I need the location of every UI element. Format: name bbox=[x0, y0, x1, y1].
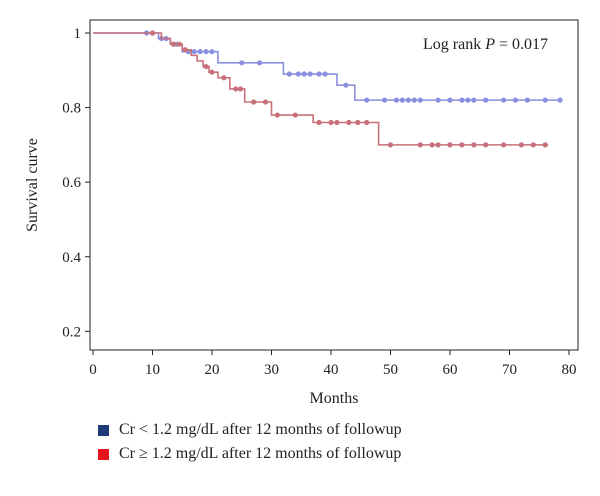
censor-point bbox=[512, 97, 519, 103]
censor-point bbox=[295, 71, 301, 77]
x-tick-label: 80 bbox=[562, 362, 577, 378]
censor-point bbox=[381, 97, 388, 103]
x-tick-label: 40 bbox=[324, 362, 339, 378]
series-line bbox=[93, 32, 561, 101]
censor-point bbox=[149, 30, 156, 36]
x-axis-label: Months bbox=[310, 390, 359, 407]
censor-point bbox=[471, 142, 477, 148]
censor-point bbox=[274, 112, 281, 118]
log-rank-annotation: Log rank P = 0.017 bbox=[423, 36, 548, 53]
censor-point bbox=[483, 97, 489, 103]
x-tick-label: 50 bbox=[383, 362, 398, 378]
censor-point bbox=[221, 75, 227, 81]
log-rank-prefix: Log rank bbox=[423, 36, 485, 53]
legend-label-low-cr: Cr < 1.2 mg/dL after 12 months of follow… bbox=[119, 421, 402, 438]
censor-point bbox=[435, 142, 441, 148]
y-tick-label: 0.2 bbox=[62, 324, 81, 340]
censor-point bbox=[343, 82, 349, 88]
censor-point bbox=[399, 97, 406, 103]
censor-point bbox=[459, 97, 465, 103]
censor-point bbox=[411, 97, 417, 103]
x-axis: 0 10 20 30 40 50 60 70 80 bbox=[89, 350, 577, 378]
y-tick-label: 0.6 bbox=[62, 175, 81, 191]
censor-point bbox=[334, 119, 340, 126]
censor-point bbox=[417, 142, 423, 148]
censor-point bbox=[316, 119, 322, 126]
censor-point bbox=[346, 119, 352, 126]
y-axis: 0.2 0.4 0.6 0.8 1 bbox=[62, 26, 90, 340]
censor-point bbox=[182, 47, 188, 53]
censor-point bbox=[393, 97, 400, 103]
censor-point bbox=[364, 119, 370, 126]
censor-point bbox=[447, 142, 453, 148]
censor-point bbox=[557, 97, 563, 103]
y-tick-label: 0.4 bbox=[62, 250, 81, 266]
censor-point bbox=[542, 142, 548, 148]
y-tick-label: 0.8 bbox=[62, 101, 81, 117]
log-rank-value: = 0.017 bbox=[495, 36, 548, 53]
x-tick-label: 60 bbox=[443, 362, 458, 378]
censor-point bbox=[405, 97, 411, 103]
censor-point bbox=[447, 97, 453, 103]
censor-point bbox=[257, 60, 263, 66]
censor-point bbox=[500, 142, 507, 148]
x-tick-label: 0 bbox=[89, 362, 97, 378]
censor-point bbox=[459, 142, 465, 148]
legend-swatch-high-cr bbox=[98, 448, 109, 460]
censor-point bbox=[355, 119, 361, 126]
x-tick-label: 30 bbox=[264, 362, 279, 378]
legend-label-high-cr: Cr ≥ 1.2 mg/dL after 12 months of follow… bbox=[119, 445, 402, 462]
censor-point bbox=[239, 60, 245, 66]
censor-point bbox=[328, 119, 334, 126]
censor-point bbox=[500, 97, 507, 103]
legend-swatch-low-cr bbox=[98, 424, 109, 436]
censor-point bbox=[176, 41, 182, 47]
log-rank-p: P bbox=[484, 36, 495, 53]
censor-point bbox=[262, 99, 269, 105]
censor-point bbox=[286, 71, 292, 77]
censor-point bbox=[542, 97, 548, 103]
y-axis-label: Survival curve bbox=[24, 138, 41, 232]
censor-point bbox=[483, 142, 489, 148]
censor-point bbox=[364, 97, 370, 103]
series-layer bbox=[93, 30, 563, 148]
censor-point bbox=[301, 71, 307, 77]
legend-item-high-cr: Cr ≥ 1.2 mg/dL after 12 months of follow… bbox=[98, 442, 402, 466]
censor-point bbox=[316, 71, 322, 77]
censor-point bbox=[209, 69, 215, 75]
censor-point bbox=[530, 142, 536, 148]
censor-point bbox=[203, 49, 209, 55]
censor-point bbox=[524, 97, 530, 103]
plot-frame bbox=[89, 19, 579, 351]
censor-point bbox=[429, 142, 435, 148]
censor-point bbox=[465, 97, 471, 103]
censor-point bbox=[203, 63, 209, 70]
censor-point bbox=[197, 49, 203, 55]
legend: Cr < 1.2 mg/dL after 12 months of follow… bbox=[98, 418, 402, 466]
censor-point bbox=[209, 49, 215, 55]
censor-point bbox=[471, 97, 477, 103]
y-tick-label: 1 bbox=[74, 26, 82, 42]
series-1 bbox=[93, 30, 549, 148]
censor-point bbox=[292, 112, 298, 118]
censor-point bbox=[237, 86, 244, 92]
censor-point bbox=[387, 142, 394, 148]
legend-item-low-cr: Cr < 1.2 mg/dL after 12 months of follow… bbox=[98, 418, 402, 442]
censor-point bbox=[170, 41, 176, 47]
censor-point bbox=[322, 71, 328, 77]
censor-point bbox=[417, 97, 423, 103]
x-tick-label: 70 bbox=[502, 362, 517, 378]
x-tick-label: 10 bbox=[145, 362, 160, 378]
censor-point bbox=[233, 86, 239, 92]
censor-point bbox=[251, 99, 257, 105]
series-0 bbox=[93, 30, 563, 103]
censor-point bbox=[435, 97, 441, 103]
censor-point bbox=[307, 71, 313, 77]
x-tick-label: 20 bbox=[205, 362, 220, 378]
censor-point bbox=[191, 49, 197, 55]
series-line bbox=[93, 32, 549, 146]
censor-point bbox=[518, 142, 525, 148]
